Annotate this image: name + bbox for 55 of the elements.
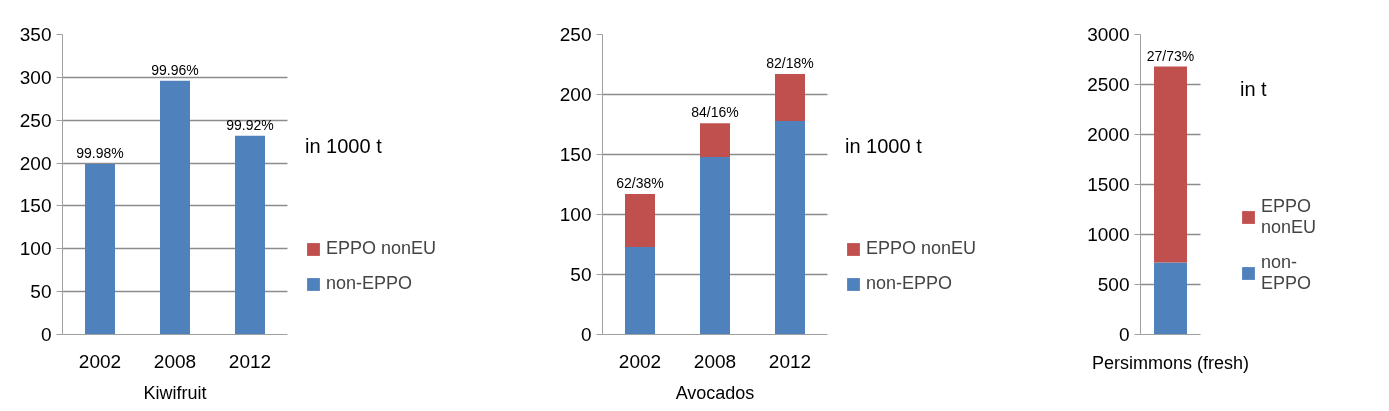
text: in 1000 t <box>845 135 923 158</box>
y-tick-label: 500 <box>1097 274 1130 295</box>
x-tick-label: 2002 <box>78 350 122 372</box>
y-tick-label: 200 <box>19 152 52 174</box>
x-tick-label: 2008 <box>693 350 737 372</box>
y-tick-label: 0 <box>1118 324 1130 345</box>
y-tick-label: 150 <box>559 144 592 165</box>
y-tick-label: 250 <box>559 24 592 45</box>
bar <box>85 163 115 335</box>
legend-label: non-EPPO <box>866 273 953 294</box>
y-tick-label: 1500 <box>1087 174 1130 195</box>
x-tick-label: 2012 <box>768 350 812 372</box>
annotation: 99.96% <box>151 61 199 78</box>
y-tick-label: 350 <box>19 24 52 45</box>
y-tick-label: 250 <box>19 109 52 131</box>
x-tick-label: 2002 <box>618 350 662 372</box>
annotation: 82/18% <box>766 55 814 72</box>
y-tick-label: 50 <box>570 264 592 285</box>
text: in 1000 t <box>305 135 383 158</box>
y-tick-label: 1000 <box>1087 224 1130 245</box>
x-tick-label: 2008 <box>153 350 197 372</box>
y-tick-label: 100 <box>559 204 592 225</box>
bar <box>775 120 805 335</box>
legend-label: EPPO nonEU <box>1261 196 1317 238</box>
annotation: 27/73% <box>1146 47 1195 64</box>
x-axis-title: Kiwifruit <box>143 382 207 403</box>
legend-label: non-EPPO <box>326 273 413 294</box>
x-tick-label: 2012 <box>228 350 272 372</box>
annotation: 84/16% <box>691 104 739 121</box>
bar <box>700 156 730 335</box>
bar <box>160 80 190 335</box>
annotation: 99.92% <box>226 116 274 133</box>
x-axis-title: Persimmons (fresh) <box>1091 352 1250 373</box>
bar <box>700 123 730 157</box>
annotation: 62/38% <box>616 175 664 192</box>
y-tick-label: 0 <box>40 324 52 345</box>
y-tick-label: 3000 <box>1087 24 1130 45</box>
x-axis-title: Avocados <box>675 382 755 403</box>
y-tick-label: 2500 <box>1087 74 1130 95</box>
y-tick-label: 200 <box>559 84 592 105</box>
annotation: 99.98% <box>76 144 124 161</box>
y-tick-label: 150 <box>19 195 52 217</box>
y-tick-label: 300 <box>19 66 52 88</box>
y-tick-label: 0 <box>580 324 592 345</box>
bar <box>625 194 655 247</box>
y-tick-label: 50 <box>30 281 52 303</box>
text: in t <box>1240 78 1268 101</box>
legend-label: non-EPPO <box>1261 252 1312 294</box>
bar <box>625 246 655 335</box>
legend-label: EPPO nonEU <box>866 238 977 259</box>
bar <box>775 74 805 121</box>
bar <box>235 135 265 335</box>
legend-label: EPPO nonEU <box>326 238 437 259</box>
y-tick-label: 100 <box>19 238 52 260</box>
y-tick-label: 2000 <box>1087 124 1130 145</box>
